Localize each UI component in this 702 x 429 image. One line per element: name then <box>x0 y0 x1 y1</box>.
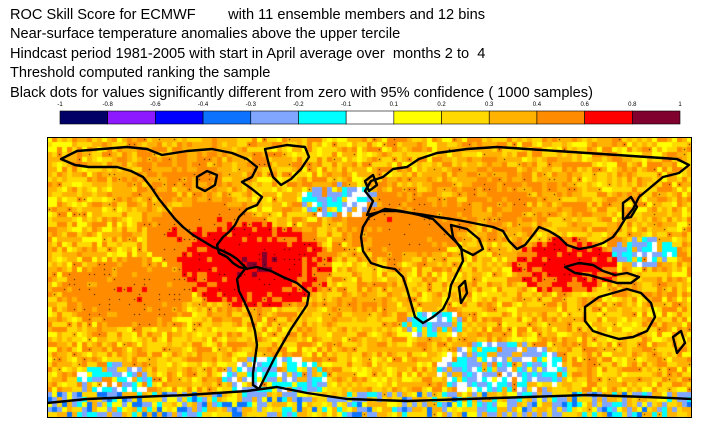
colorbar-box <box>632 110 681 125</box>
coast-antarctica <box>47 385 692 405</box>
colorbar-box <box>584 110 633 125</box>
colorbar-tick-label: -1 <box>57 102 63 108</box>
colorbar-tick-label: 0.8 <box>628 102 637 108</box>
colorbar-box <box>298 110 347 125</box>
colorbar-box <box>345 110 395 125</box>
colorbar-tick-label: -0.8 <box>103 102 114 108</box>
coast-north-america <box>59 145 264 271</box>
colorbar-tick-label: -0.4 <box>198 102 209 108</box>
colorbar-box <box>155 110 204 125</box>
coast-madagascar <box>457 279 469 305</box>
coast-south-america <box>235 265 311 391</box>
colorbar-tick-label: 0.4 <box>533 102 542 108</box>
colorbar-box <box>488 110 538 125</box>
colorbar-box <box>536 110 585 125</box>
colorbar-box <box>107 110 156 125</box>
coast-arabia <box>449 223 485 257</box>
colorbar-box <box>202 110 252 125</box>
colorbar-box <box>59 110 108 125</box>
title-line-5: Black dots for values significantly diff… <box>10 84 593 101</box>
colorbar-box <box>250 110 299 125</box>
coast-australia <box>583 287 657 341</box>
coast-uk <box>363 173 379 193</box>
coast-greenland <box>263 143 311 187</box>
title-line-1: ROC Skill Score for ECMWF with 11 ensemb… <box>10 7 485 23</box>
coast-eurasia <box>363 145 691 251</box>
title-line-3: Hindcast period 1981-2005 with start in … <box>10 45 486 62</box>
coast-indonesia <box>563 261 641 285</box>
coastlines <box>47 137 692 418</box>
colorbar-tick-label: 1 <box>678 102 682 108</box>
figure-title-block: ROC Skill Score for ECMWF with 11 ensemb… <box>10 6 593 103</box>
coast-africa <box>359 207 465 325</box>
colorbar-box <box>393 110 442 125</box>
coast-new-zealand <box>671 329 687 355</box>
colorbar-boxes <box>59 110 681 125</box>
colorbar-legend: -1 -0.8 -0.6 -0.4 -0.3 -0.2 -0.1 0.1 0.2 0.3 0.4 0.… <box>57 102 682 125</box>
title-line-4: Threshold computed ranking the sample <box>10 65 271 82</box>
colorbar-tick-label: -0.6 <box>150 102 161 108</box>
coast-hudson-bay <box>195 169 219 193</box>
colorbar-tick-label: -0.3 <box>246 102 257 108</box>
colorbar-tick-label: -0.2 <box>293 102 304 108</box>
colorbar-tick-label: 0.2 <box>437 102 446 108</box>
colorbar-tick-label: 0.6 <box>580 102 589 108</box>
world-map <box>47 137 692 418</box>
map-border <box>47 137 692 418</box>
colorbar-tick-label: 0.3 <box>485 102 494 108</box>
coast-japan <box>621 195 639 221</box>
colorbar-tick-label: 0.1 <box>390 102 399 108</box>
colorbar-box <box>441 110 490 125</box>
colorbar-tick-labels: -1 -0.8 -0.6 -0.4 -0.3 -0.2 -0.1 0.1 0.2 0.3 0.4 0.… <box>57 102 682 108</box>
title-line-2: Near-surface temperature anomalies above… <box>10 26 401 43</box>
colorbar-tick-label: -0.1 <box>341 102 352 108</box>
